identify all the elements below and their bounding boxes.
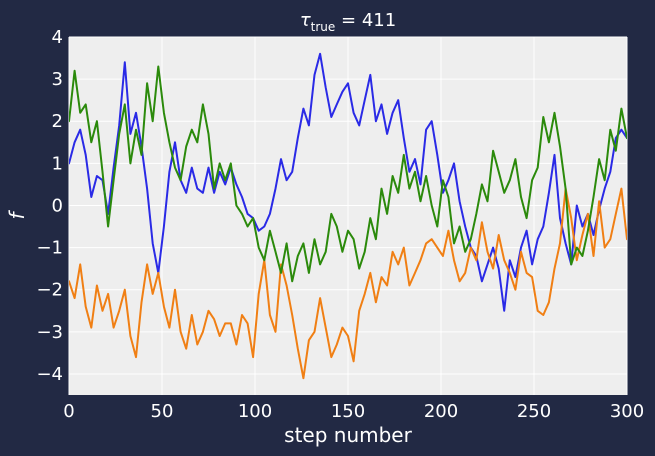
y-tick-label: 4 [52, 27, 63, 48]
x-tick-label: 300 [610, 401, 644, 422]
series-layer [69, 52, 627, 380]
series-line-1 [69, 52, 627, 312]
y-tick-label: −2 [36, 280, 63, 301]
y-tick-label: 3 [52, 69, 63, 90]
y-tick-label: −4 [36, 364, 63, 385]
x-axis-label: step number [284, 423, 412, 447]
x-tick-label: 100 [238, 401, 272, 422]
y-tick-label: −3 [36, 322, 63, 343]
x-tick-label: 50 [151, 401, 174, 422]
chart-title: τtrue = 411 [300, 10, 396, 34]
title-subscript: true [311, 20, 336, 34]
y-tick-label: 2 [52, 111, 63, 132]
series-line-2 [69, 187, 627, 380]
x-tick-label: 0 [63, 401, 74, 422]
y-tick-label: 0 [52, 195, 63, 216]
title-suffix: = 411 [335, 10, 396, 31]
series-line-3 [69, 65, 627, 283]
grid-lines [68, 36, 628, 395]
y-tick-label: −1 [36, 238, 63, 259]
title-symbol: τ [300, 10, 311, 31]
y-axis-label: f [5, 210, 29, 220]
y-tick-label: 1 [52, 153, 63, 174]
x-tick-label: 250 [517, 401, 551, 422]
tick-labels: 0 50 100 150 200 250 300 −4 −3 −2 −1 0 1 2 3 4 [36, 27, 644, 422]
x-tick-label: 150 [331, 401, 365, 422]
x-tick-label: 200 [424, 401, 458, 422]
